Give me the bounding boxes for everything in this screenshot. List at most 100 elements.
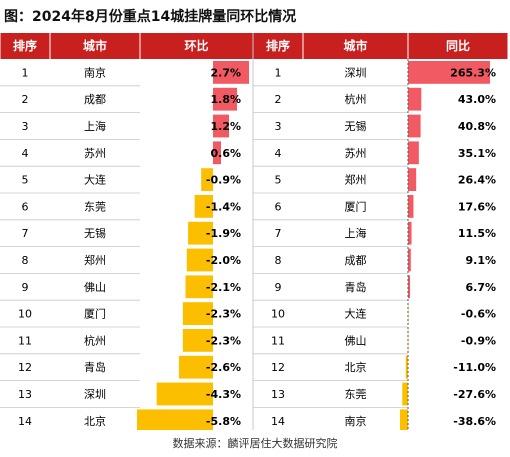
right-rank: 13: [271, 388, 285, 401]
right-value-bar: [408, 114, 421, 138]
left-rank: 4: [22, 147, 29, 160]
right-value-bar: [408, 248, 411, 272]
right-value-bar: [408, 168, 417, 191]
right-rank: 10: [271, 308, 285, 321]
right-value-bar: [400, 409, 408, 430]
left-rank: 6: [22, 200, 29, 213]
left-rank: 10: [18, 308, 32, 321]
left-value-bar: [188, 221, 213, 245]
right-city-header-cell: [303, 33, 408, 59]
right-value-label: 265.3%: [450, 66, 496, 79]
left-value-label: -1.4%: [206, 200, 241, 213]
left-rank: 13: [18, 388, 32, 401]
left-value-bar: [178, 355, 213, 379]
right-value-label: 17.6%: [458, 200, 496, 213]
right-value-label: -11.0%: [453, 361, 496, 374]
left-value-bar: [186, 248, 213, 272]
left-value-label: -2.6%: [206, 361, 241, 374]
left-city-label: 杭州: [84, 333, 106, 347]
right-value-label: 9.1%: [465, 254, 496, 267]
left-city-header: 城市: [83, 38, 107, 53]
right-city-label: 东莞: [345, 388, 367, 401]
left-city-label: 深圳: [84, 388, 106, 401]
right-value-label: -27.6%: [453, 388, 496, 401]
right-rank: 1: [275, 66, 282, 79]
left-value-label: -2.3%: [206, 334, 241, 347]
left-value-bar: [182, 302, 213, 325]
right-value-label: 43.0%: [458, 93, 496, 106]
right-city-label: 厦门: [345, 199, 367, 213]
right-value-label: 35.1%: [458, 147, 496, 160]
right-value-label: 6.7%: [465, 281, 496, 294]
left-rank: 2: [22, 93, 29, 106]
left-rank-header-cell: [0, 33, 50, 59]
left-value-bar: [213, 141, 221, 165]
left-value-label: -5.8%: [206, 415, 241, 428]
left-city-label: 无锡: [84, 226, 106, 240]
left-rank: 7: [22, 227, 29, 240]
right-rank: 11: [271, 334, 285, 347]
right-city-label: 大连: [345, 307, 367, 321]
right-rank-header-cell: [253, 33, 303, 59]
left-metric-header: 环比: [184, 38, 208, 53]
left-city-label: 佛山: [84, 281, 106, 294]
left-rank: 12: [18, 361, 32, 374]
right-value-bar: [402, 382, 408, 406]
right-rank: 2: [275, 93, 282, 106]
left-rank: 3: [22, 120, 29, 133]
left-rank: 1: [22, 66, 29, 79]
left-city-label: 青岛: [84, 360, 106, 374]
left-city-label: 南京: [84, 65, 106, 79]
left-city-header-cell: [50, 33, 140, 59]
right-rank: 9: [275, 281, 282, 294]
left-city-label: 郑州: [84, 253, 106, 267]
left-city-label: 上海: [84, 119, 106, 133]
right-value-bar: [407, 302, 409, 325]
right-city-label: 深圳: [345, 66, 367, 79]
left-rank: 14: [18, 415, 32, 428]
right-city-label: 青岛: [345, 280, 367, 294]
right-value-bar: [405, 355, 408, 379]
right-value-label: -0.6%: [461, 308, 496, 321]
left-city-label: 苏州: [84, 147, 106, 160]
right-value-bar: [408, 195, 414, 218]
right-rank: 6: [275, 200, 282, 213]
right-metric-header: 同比: [446, 38, 470, 53]
right-rank: 14: [271, 415, 285, 428]
left-value-bar: [213, 87, 237, 111]
right-value-label: -0.9%: [461, 334, 496, 347]
right-value-label: -38.6%: [453, 415, 496, 428]
left-value-bar: [201, 168, 213, 191]
left-value-bar: [156, 382, 213, 406]
right-rank: 8: [275, 254, 282, 267]
left-value-label: 0.6%: [210, 147, 241, 160]
right-value-bar: [408, 221, 412, 245]
left-value-label: -2.0%: [206, 254, 241, 267]
right-city-label: 苏州: [345, 147, 367, 160]
right-rank: 5: [275, 174, 282, 187]
right-value-label: 26.4%: [458, 174, 496, 187]
right-rank: 4: [275, 147, 282, 160]
left-city-label: 成都: [84, 93, 106, 106]
left-value-bar: [137, 409, 213, 430]
right-value-label: 11.5%: [458, 227, 496, 240]
page-title: 图：2024年8月份重点14城挂牌量同环比情况: [4, 9, 297, 25]
left-value-label: 2.7%: [210, 66, 241, 79]
left-rank: 5: [22, 174, 29, 187]
left-value-bar: [194, 195, 213, 218]
left-city-label: 厦门: [84, 307, 106, 321]
right-rank-header: 排序: [266, 38, 290, 53]
left-value-bar: [213, 61, 249, 84]
left-value-label: -1.9%: [206, 227, 241, 240]
right-value-bar: [408, 87, 422, 111]
right-value-label: 40.8%: [458, 120, 496, 133]
left-rank: 9: [22, 281, 29, 294]
right-city-label: 上海: [345, 226, 367, 240]
right-value-bar: [408, 275, 411, 299]
left-city-label: 北京: [84, 414, 106, 428]
left-rank: 11: [18, 334, 32, 347]
right-rank: 3: [275, 120, 282, 133]
left-value-label: -2.1%: [206, 281, 241, 294]
left-value-label: 1.8%: [210, 93, 241, 106]
